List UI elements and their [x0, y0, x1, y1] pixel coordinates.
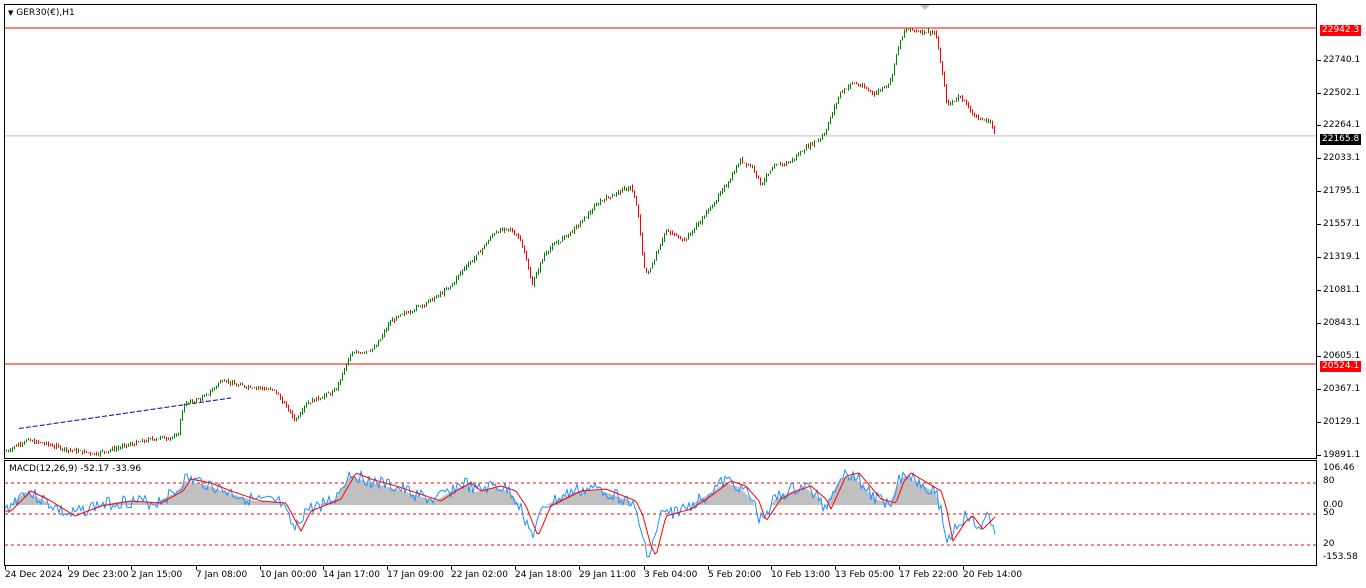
time-axis-tick — [68, 566, 69, 570]
time-axis-label: 7 Jan 08:00 — [196, 570, 248, 580]
price-axis-tick — [1317, 290, 1321, 291]
price-axis-label: 21319.1 — [1323, 252, 1361, 262]
price-axis-label: 20129.1 — [1323, 417, 1361, 427]
time-axis-tick — [708, 566, 709, 570]
price-axis-tick — [1317, 389, 1321, 390]
time-axis-label: 13 Feb 05:00 — [835, 570, 895, 580]
level-low-price-tag: 20524.1 — [1320, 361, 1362, 372]
macd-axis-label: 50 — [1323, 508, 1335, 518]
time-axis-label: 3 Feb 04:00 — [644, 570, 698, 580]
time-axis-label: 24 Dec 2024 — [5, 570, 63, 580]
price-axis-tick — [1317, 455, 1321, 456]
time-axis-tick — [196, 566, 197, 570]
time-axis-label: 17 Feb 22:00 — [899, 570, 959, 580]
price-axis-tick — [1317, 224, 1321, 225]
chart-menu-triangle-icon[interactable]: ▼ — [8, 9, 14, 17]
time-axis-label: 29 Dec 23:00 — [68, 570, 129, 580]
price-axis-tick — [1317, 191, 1321, 192]
price-axis-label: 22264.1 — [1323, 120, 1361, 130]
macd-axis-label: 80 — [1323, 476, 1335, 486]
current-price-tag: 22165.8 — [1320, 134, 1362, 145]
time-axis-tick — [771, 566, 772, 570]
time-axis-tick — [835, 566, 836, 570]
level-high-price-tag: 22942.3 — [1320, 25, 1362, 36]
price-axis-tick — [1317, 257, 1321, 258]
macd-zero-label: 0.00 — [1323, 500, 1344, 510]
price-axis-label: 21795.1 — [1323, 186, 1361, 196]
time-axis-label: 17 Jan 09:00 — [387, 570, 444, 580]
time-axis-label: 10 Jan 00:00 — [260, 570, 317, 580]
trendline[interactable] — [18, 397, 232, 430]
price-axis-tick — [1317, 158, 1321, 159]
price-axis-label: 20367.1 — [1323, 384, 1361, 394]
price-chart-canvas — [5, 5, 1316, 457]
macd-main-line — [5, 468, 996, 558]
time-axis-label: 24 Jan 18:00 — [515, 570, 572, 580]
time-axis-label: 20 Feb 14:00 — [963, 570, 1023, 580]
macd-canvas — [5, 468, 1316, 558]
chart-title: ▼ GER30(€),H1 — [8, 8, 75, 18]
time-axis-tick — [963, 566, 964, 570]
macd-indicator-pane[interactable]: MACD(12,26,9) -52.17 -33.96 — [4, 460, 1317, 566]
price-axis-tick — [1317, 60, 1321, 61]
time-axis-tick — [323, 566, 324, 570]
price-axis-label: 20843.1 — [1323, 318, 1361, 328]
macd-title: MACD(12,26,9) -52.17 -33.96 — [9, 464, 142, 474]
chart-shift-marker-icon[interactable] — [920, 5, 930, 10]
time-axis-label: 22 Jan 02:00 — [451, 570, 508, 580]
macd-signal-line — [5, 472, 996, 555]
time-axis-tick — [644, 566, 645, 570]
price-axis-tick — [1317, 422, 1321, 423]
time-axis-tick — [5, 566, 6, 570]
time-axis-tick — [579, 566, 580, 570]
price-axis-tick — [1317, 125, 1321, 126]
time-axis-tick — [131, 566, 132, 570]
time-axis-tick — [387, 566, 388, 570]
time-axis-tick — [451, 566, 452, 570]
price-axis-tick — [1317, 323, 1321, 324]
price-axis-label: 20605.1 — [1323, 351, 1361, 361]
price-axis-label: 22502.1 — [1323, 88, 1361, 98]
price-chart-pane[interactable]: ▼ GER30(€),H1 — [4, 4, 1317, 459]
macd-axis-label: -153.58 — [1323, 552, 1358, 562]
time-axis-label: 14 Jan 17:00 — [323, 570, 380, 580]
time-axis-label: 29 Jan 11:00 — [579, 570, 636, 580]
price-axis-label: 22033.1 — [1323, 153, 1361, 163]
price-axis-tick — [1317, 356, 1321, 357]
time-axis-tick — [899, 566, 900, 570]
time-axis-label: 5 Feb 20:00 — [708, 570, 762, 580]
price-axis-label: 19891.1 — [1323, 450, 1361, 460]
price-axis-label: 21557.1 — [1323, 219, 1361, 229]
macd-axis-label: 106.46 — [1323, 463, 1355, 473]
time-axis-tick — [260, 566, 261, 570]
price-axis-label: 22740.1 — [1323, 55, 1361, 65]
time-axis-label: 10 Feb 13:00 — [771, 570, 831, 580]
time-axis-label: 2 Jan 15:00 — [131, 570, 183, 580]
price-axis-tick — [1317, 93, 1321, 94]
macd-axis-label: 20 — [1323, 539, 1335, 549]
price-axis-label: 21081.1 — [1323, 285, 1361, 295]
symbol-timeframe-label: GER30(€),H1 — [16, 8, 75, 18]
time-axis-tick — [515, 566, 516, 570]
